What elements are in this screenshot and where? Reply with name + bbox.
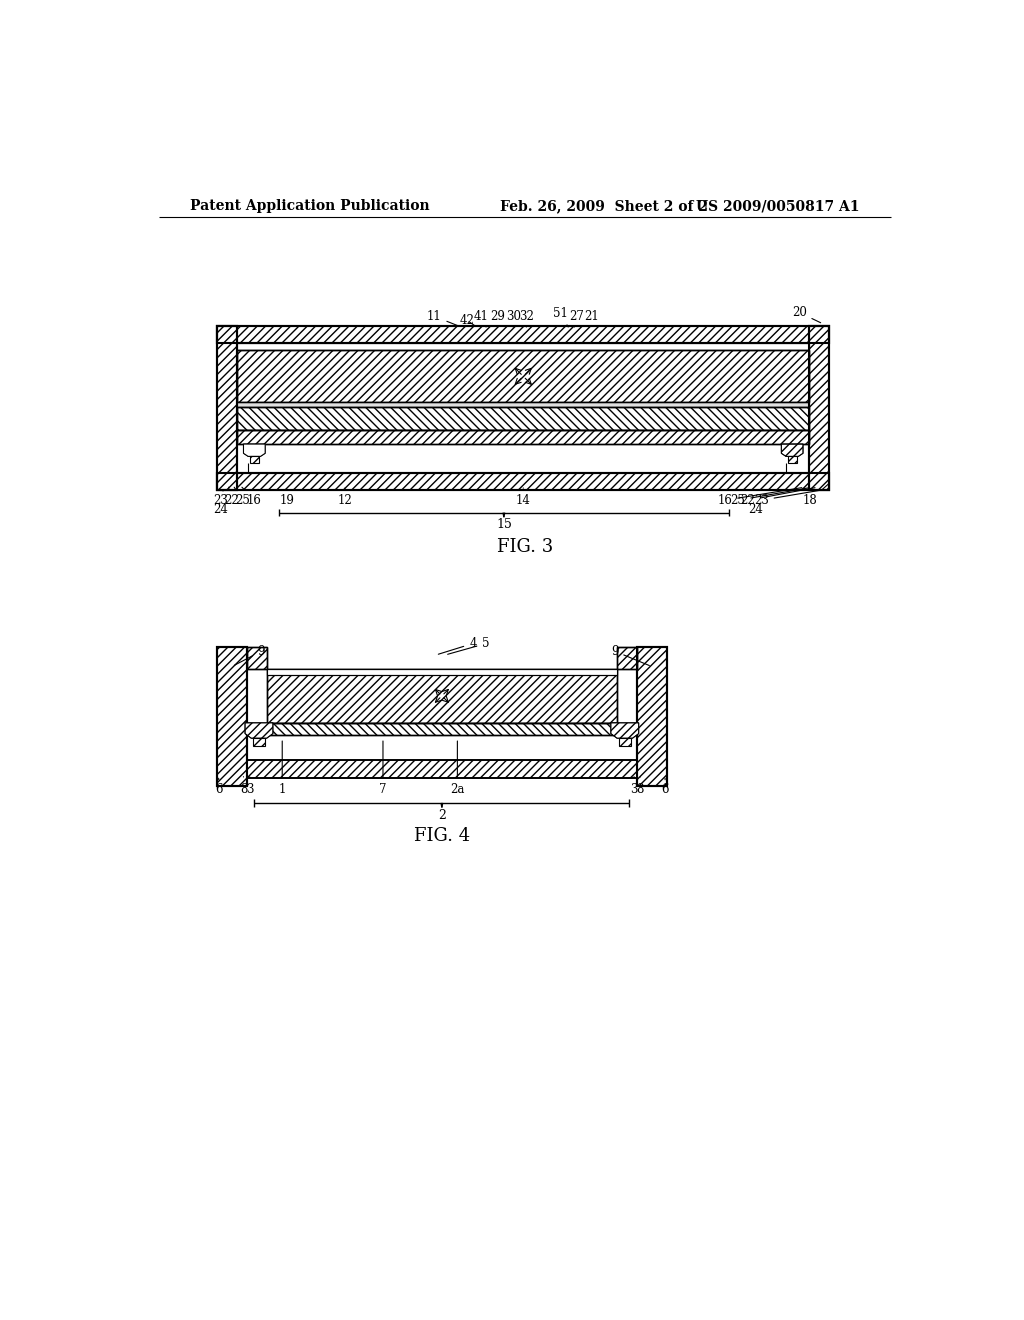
- Text: 6: 6: [662, 779, 669, 796]
- Bar: [247, 647, 266, 669]
- Text: 16: 16: [242, 487, 262, 507]
- Text: 41: 41: [473, 310, 488, 327]
- Text: US 2009/0050817 A1: US 2009/0050817 A1: [696, 199, 859, 213]
- Text: 18: 18: [803, 483, 828, 507]
- Bar: [217, 326, 238, 490]
- Text: FIG. 3: FIG. 3: [497, 539, 553, 556]
- Text: 19: 19: [273, 490, 294, 507]
- Text: 16: 16: [718, 487, 802, 507]
- Text: 2a: 2a: [451, 741, 465, 796]
- Bar: [238, 350, 809, 403]
- Polygon shape: [611, 723, 639, 738]
- Bar: [217, 326, 238, 490]
- Text: 4: 4: [438, 638, 476, 655]
- Polygon shape: [244, 444, 265, 457]
- Bar: [238, 430, 809, 444]
- Bar: [809, 326, 829, 490]
- Text: 6: 6: [215, 779, 222, 796]
- Bar: [247, 760, 637, 779]
- Text: 25: 25: [730, 487, 810, 507]
- Bar: [617, 647, 637, 669]
- Bar: [787, 457, 797, 462]
- Text: 8: 8: [240, 776, 247, 796]
- Text: 51: 51: [553, 306, 568, 327]
- Text: 29: 29: [490, 310, 505, 327]
- Text: 12: 12: [338, 488, 352, 507]
- Text: 3: 3: [246, 776, 253, 796]
- Bar: [238, 430, 809, 444]
- Bar: [247, 647, 266, 669]
- Text: Feb. 26, 2009  Sheet 2 of 2: Feb. 26, 2009 Sheet 2 of 2: [500, 199, 708, 213]
- Bar: [217, 647, 247, 785]
- Text: Patent Application Publication: Patent Application Publication: [190, 199, 430, 213]
- Text: 9: 9: [234, 644, 265, 665]
- Text: 32: 32: [519, 310, 534, 327]
- Bar: [217, 473, 829, 490]
- Bar: [266, 669, 617, 723]
- Bar: [250, 457, 259, 462]
- Text: 42: 42: [459, 314, 474, 326]
- Polygon shape: [244, 444, 265, 457]
- Bar: [637, 647, 667, 785]
- Bar: [618, 738, 631, 746]
- Bar: [217, 473, 829, 490]
- Bar: [238, 350, 809, 403]
- Bar: [217, 326, 829, 343]
- Bar: [266, 669, 617, 675]
- Bar: [253, 738, 265, 746]
- Text: FIG. 4: FIG. 4: [414, 828, 470, 845]
- Text: 22: 22: [740, 487, 815, 507]
- Bar: [266, 723, 617, 735]
- Text: 2: 2: [438, 809, 445, 822]
- Bar: [266, 723, 617, 735]
- Text: 14: 14: [516, 488, 530, 507]
- Text: 30: 30: [506, 310, 520, 327]
- Text: 27: 27: [569, 310, 584, 327]
- Text: 24: 24: [749, 503, 763, 516]
- Bar: [266, 669, 617, 760]
- Polygon shape: [245, 723, 273, 738]
- Polygon shape: [781, 444, 803, 457]
- Text: 9: 9: [611, 644, 649, 665]
- Text: 22: 22: [223, 487, 239, 507]
- Text: 15: 15: [496, 519, 512, 532]
- Bar: [238, 407, 809, 430]
- Text: 3: 3: [631, 776, 638, 796]
- Text: 5: 5: [447, 638, 489, 655]
- Text: 7: 7: [379, 741, 387, 796]
- Bar: [217, 647, 247, 785]
- Bar: [637, 647, 667, 785]
- Bar: [238, 343, 809, 473]
- Bar: [217, 326, 829, 343]
- Bar: [238, 407, 809, 430]
- Text: 1: 1: [279, 741, 286, 796]
- Text: 23: 23: [754, 490, 822, 507]
- Text: 23: 23: [214, 490, 228, 507]
- Bar: [266, 669, 617, 723]
- Text: 8: 8: [637, 776, 644, 796]
- Bar: [238, 403, 809, 407]
- Bar: [238, 343, 809, 350]
- Bar: [247, 760, 637, 779]
- Text: 20: 20: [792, 306, 820, 323]
- Text: 25: 25: [234, 487, 250, 507]
- Text: 11: 11: [427, 310, 459, 326]
- Bar: [617, 647, 637, 669]
- Text: 24: 24: [214, 503, 228, 516]
- Bar: [809, 326, 829, 490]
- Text: 21: 21: [584, 310, 599, 327]
